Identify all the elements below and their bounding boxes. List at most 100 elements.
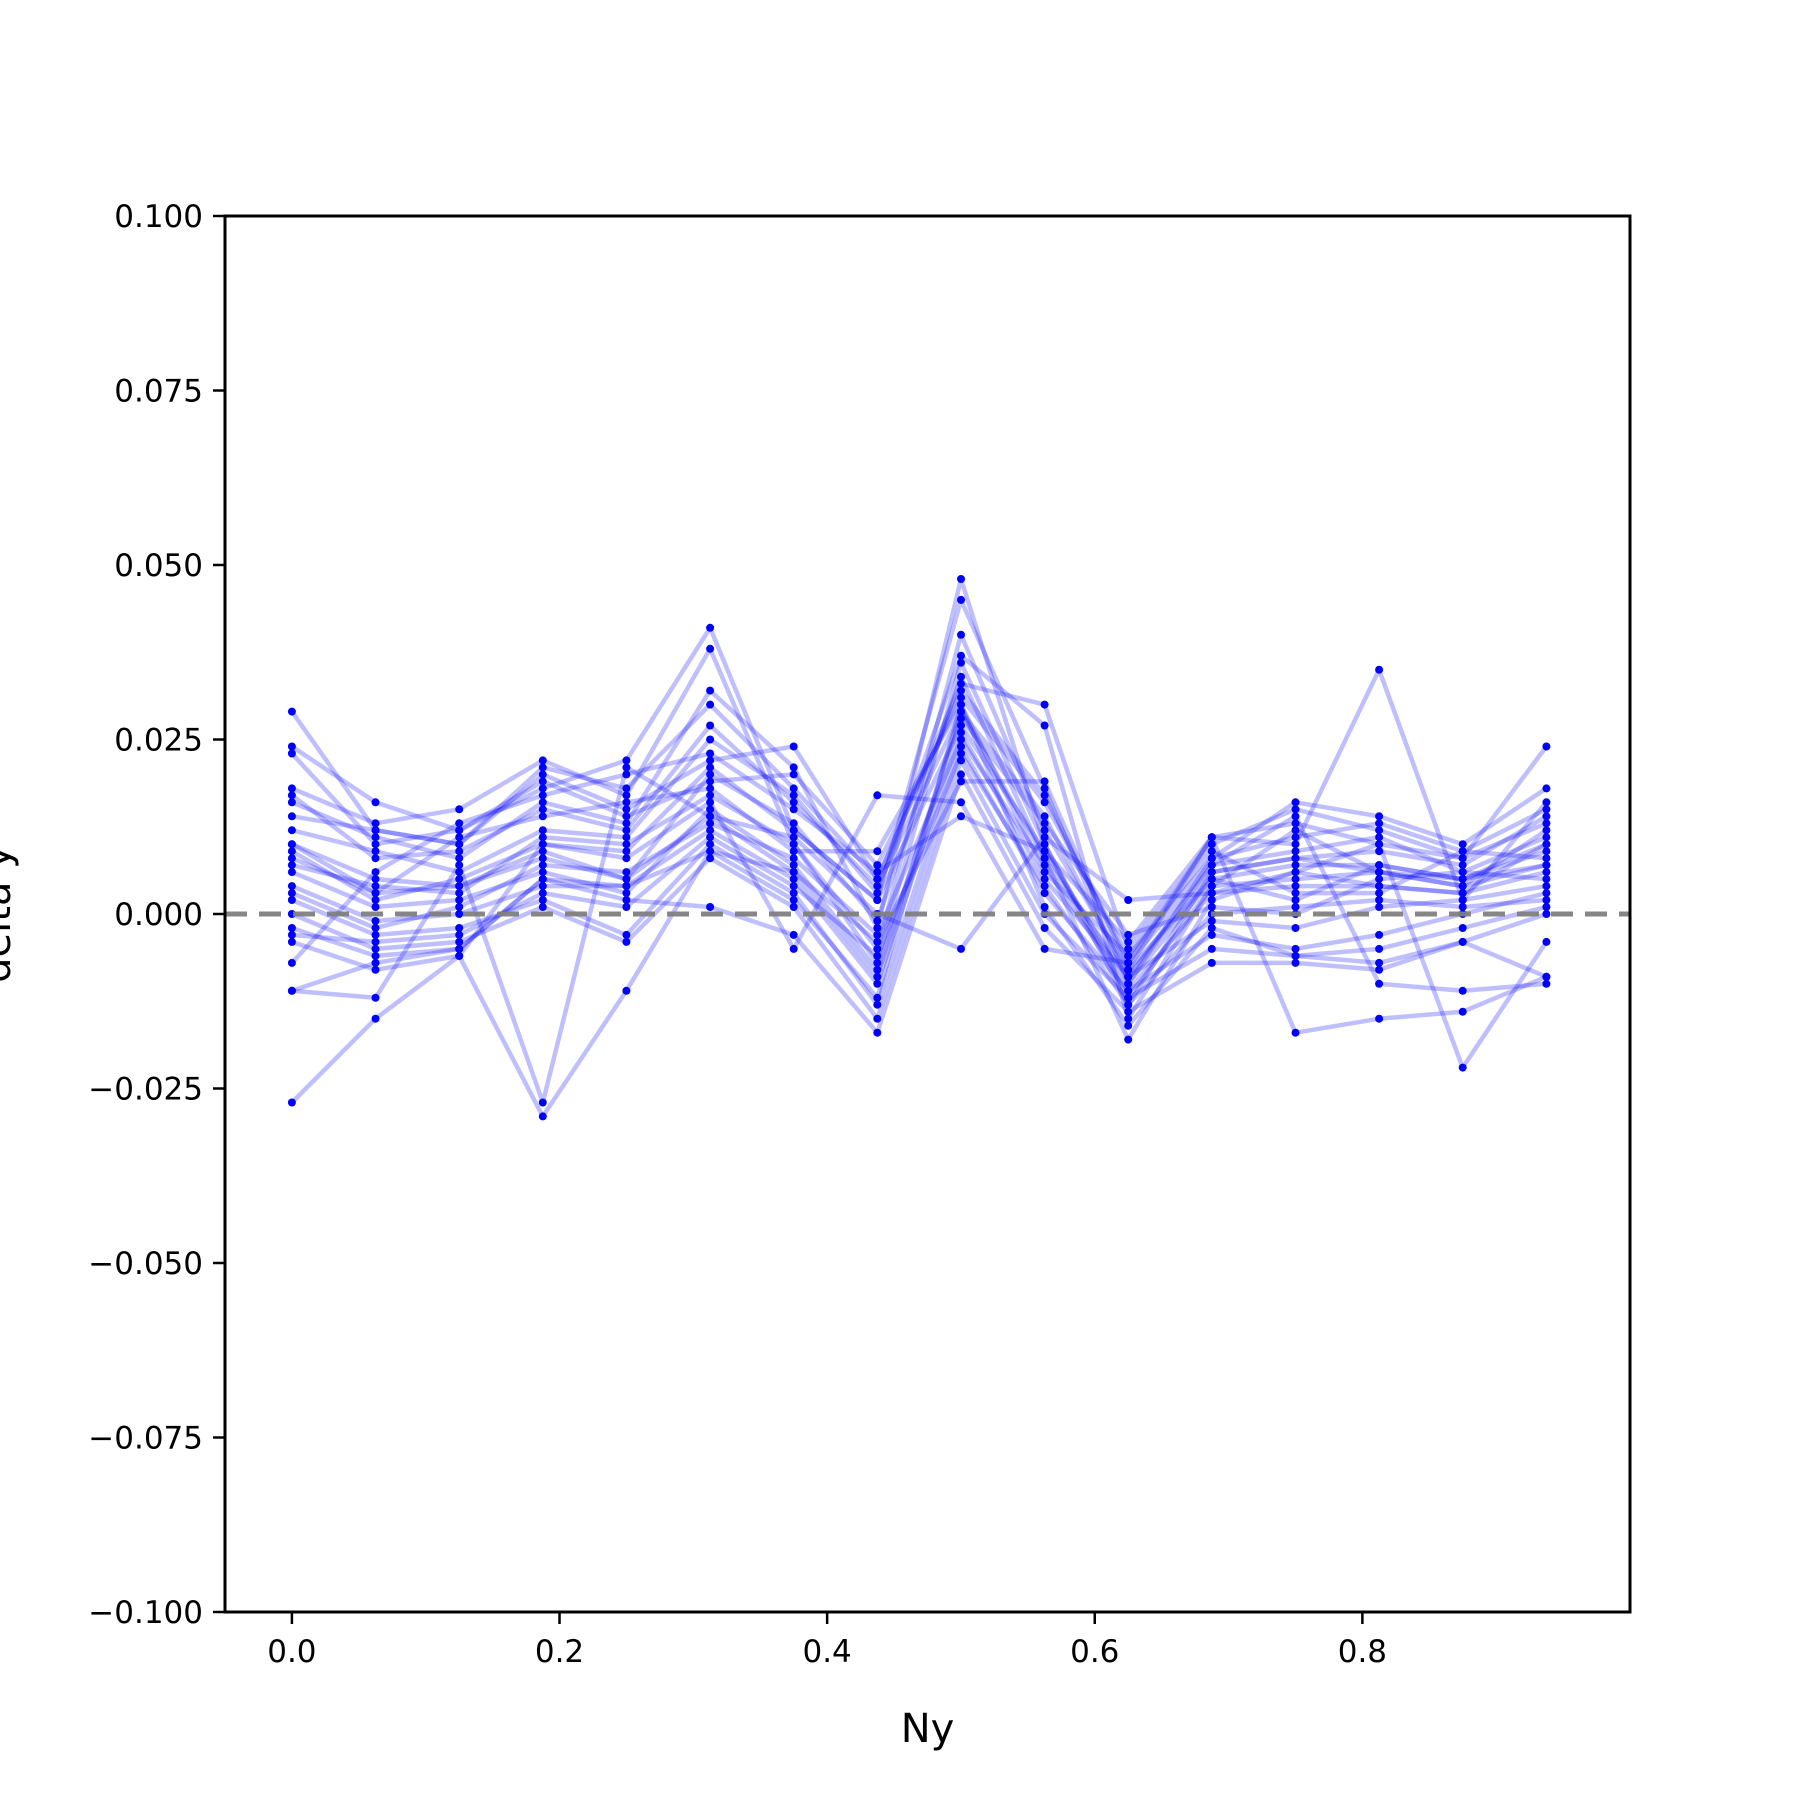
data-point: [1542, 910, 1551, 918]
data-point: [1291, 812, 1300, 821]
data-point: [1375, 833, 1384, 842]
data-point: [789, 840, 798, 849]
data-point: [622, 784, 631, 793]
y-tick-label: 0.000: [114, 897, 203, 933]
data-point: [1207, 917, 1216, 925]
data-point: [1291, 861, 1300, 870]
x-tick-label: 0.4: [802, 1634, 851, 1670]
data-point: [1458, 1007, 1467, 1016]
data-point: [622, 770, 631, 779]
data-point: [538, 861, 547, 870]
data-point: [1207, 882, 1216, 891]
data-point: [622, 840, 631, 849]
data-point: [622, 847, 631, 856]
data-point: [371, 1014, 380, 1023]
series-line-15: [290, 779, 1547, 1119]
data-point: [873, 979, 882, 988]
data-point: [622, 937, 631, 946]
data-point: [873, 861, 882, 870]
data-point: [1291, 875, 1300, 884]
data-point: [1458, 986, 1467, 995]
data-point: [1458, 875, 1467, 884]
data-point: [873, 924, 882, 932]
data-point: [622, 875, 631, 884]
data-point: [1375, 1014, 1384, 1023]
data-point: [1207, 889, 1216, 898]
data-point: [371, 937, 380, 946]
data-point: [1542, 847, 1551, 856]
data-point: [957, 595, 965, 604]
series-line-16: [290, 695, 1548, 959]
data-point: [538, 756, 547, 765]
data-point: [1375, 889, 1384, 898]
data-point: [957, 651, 965, 660]
data-point: [538, 812, 547, 821]
data-point: [371, 882, 380, 891]
data-point: [789, 784, 798, 793]
data-point: [287, 868, 296, 877]
data-point: [287, 882, 296, 891]
data-point: [538, 833, 547, 842]
data-point: [957, 798, 965, 807]
data-point: [371, 889, 380, 898]
data-point: [1040, 700, 1049, 709]
data-point: [706, 854, 715, 863]
data-point: [789, 770, 798, 779]
data-point: [371, 826, 380, 835]
series-line-10: [291, 758, 1547, 1021]
data-point: [1040, 791, 1049, 800]
x-tick-label: 0.0: [267, 1634, 316, 1670]
data-point: [1040, 826, 1049, 835]
data-point: [538, 770, 547, 779]
data-point: [622, 889, 631, 898]
data-point: [1542, 840, 1551, 849]
data-point: [789, 854, 798, 863]
data-point: [287, 854, 296, 863]
data-point: [957, 686, 965, 695]
data-point: [706, 700, 715, 709]
data-point: [1542, 826, 1551, 835]
series-line-1: [290, 597, 1548, 987]
data-point: [1458, 937, 1467, 946]
data-point: [622, 868, 631, 877]
data-point: [873, 972, 882, 981]
data-point: [957, 777, 965, 786]
data-point: [789, 763, 798, 772]
data-point: [789, 826, 798, 835]
data-point: [622, 812, 631, 821]
data-point: [1124, 965, 1133, 974]
y-tick-label: 0.075: [114, 374, 203, 410]
data-point: [706, 777, 715, 786]
series-line-8: [291, 730, 1547, 987]
data-point: [1542, 784, 1551, 793]
data-point: [1375, 812, 1384, 821]
data-point: [789, 889, 798, 898]
data-point: [371, 917, 380, 925]
data-point: [957, 714, 965, 723]
data-point: [1040, 784, 1049, 793]
data-point: [538, 1098, 547, 1107]
data-point: [706, 805, 715, 814]
data-point: [287, 742, 296, 751]
data-point: [1375, 882, 1384, 891]
data-point: [1291, 944, 1300, 953]
data-point: [622, 819, 631, 828]
data-point: [538, 875, 547, 884]
data-point: [538, 896, 547, 904]
data-point: [622, 833, 631, 842]
y-tick-label: −0.025: [88, 1072, 203, 1108]
data-point: [1207, 868, 1216, 877]
data-point: [371, 951, 380, 960]
data-point: [371, 965, 380, 974]
y-axis-label: delta y: [0, 845, 20, 983]
data-point: [1291, 840, 1300, 849]
data-point: [873, 951, 882, 960]
data-point: [287, 958, 296, 967]
data-point: [371, 944, 380, 953]
data-point: [1040, 875, 1049, 884]
data-point: [789, 944, 798, 953]
data-point: [1291, 951, 1300, 960]
y-tick-label: −0.100: [88, 1595, 203, 1631]
data-point: [957, 575, 965, 583]
data-point: [371, 924, 380, 932]
